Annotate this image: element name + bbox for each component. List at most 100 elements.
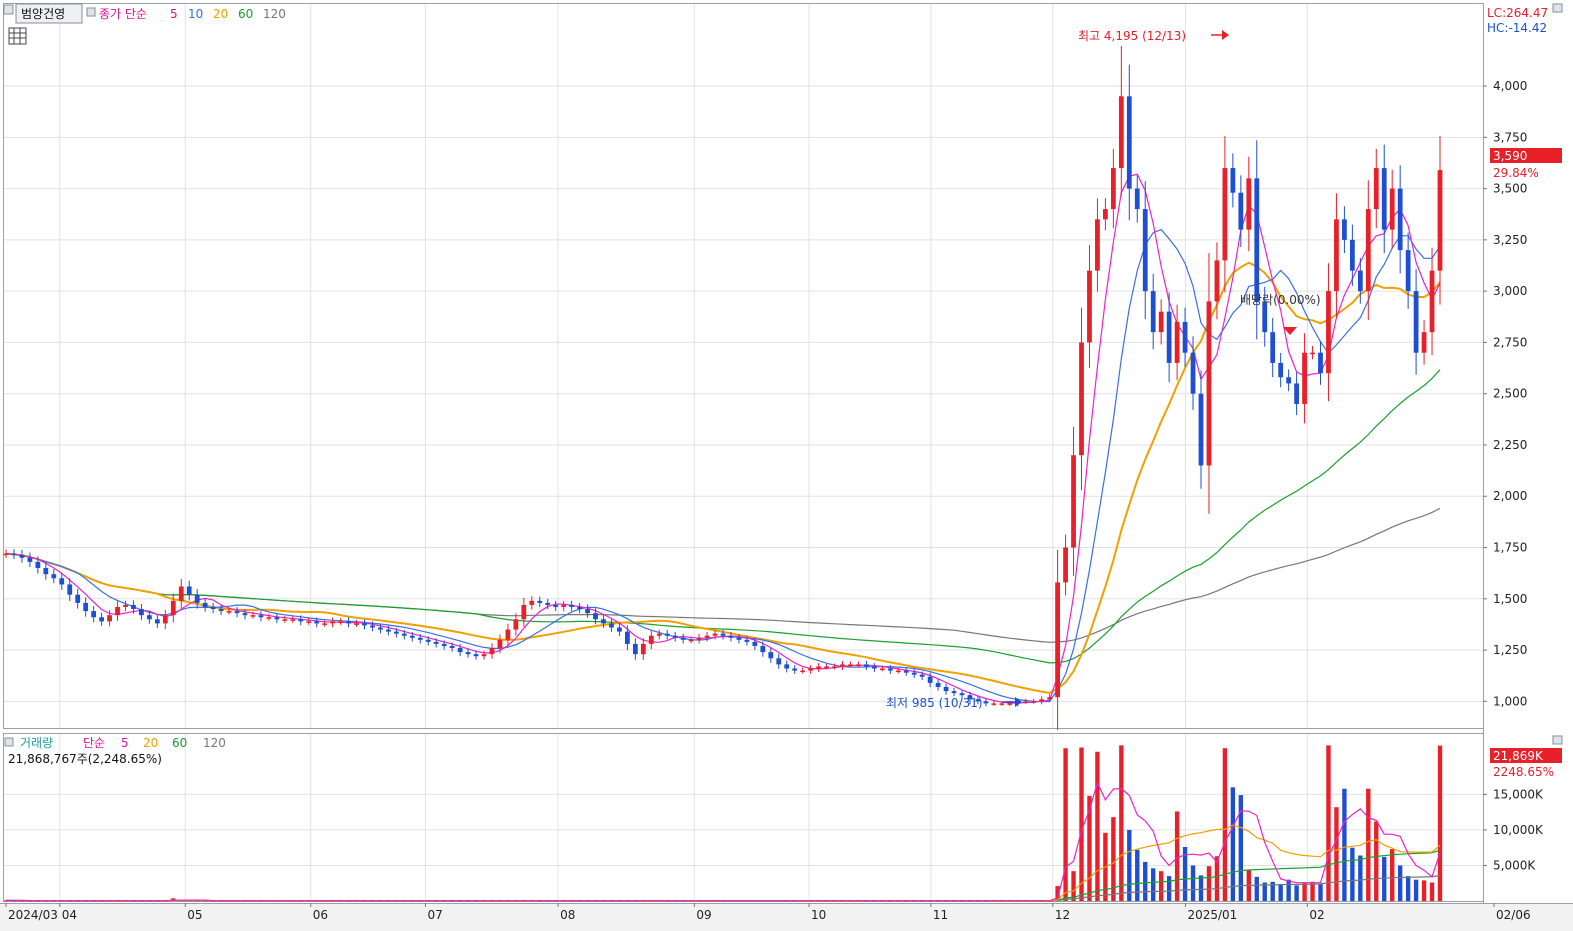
current-price-tag xyxy=(1490,148,1562,163)
volume-bar xyxy=(1063,748,1068,901)
candle-body xyxy=(704,635,710,638)
volume-bar xyxy=(1087,795,1092,901)
volume-toggle-icon[interactable] xyxy=(4,737,14,747)
candle-body xyxy=(617,627,622,632)
candle-body xyxy=(696,637,702,640)
candle-body xyxy=(218,609,224,612)
volume-bar xyxy=(202,900,208,902)
volume-title: 거래량 xyxy=(20,736,53,750)
candle-body xyxy=(314,621,320,624)
candle-body xyxy=(338,621,343,623)
candle-body xyxy=(433,641,439,644)
candle-body xyxy=(720,633,726,636)
candle-body xyxy=(1349,239,1355,271)
candle-body xyxy=(664,633,670,636)
candle-body xyxy=(1198,393,1204,466)
volume-maximize-icon[interactable] xyxy=(1552,735,1563,745)
ma120-legend: 120 xyxy=(263,7,286,21)
candle-body xyxy=(202,602,208,607)
candle-body xyxy=(1023,701,1029,703)
stock-name[interactable]: 범양건영 xyxy=(21,7,65,21)
volume-bar xyxy=(35,900,41,902)
volume-tick-label: 5,000K xyxy=(1493,858,1536,872)
candle-body xyxy=(282,619,288,621)
candle-body xyxy=(728,635,734,638)
candle-body xyxy=(441,643,447,646)
candle-body xyxy=(832,666,837,668)
candle-body xyxy=(330,621,336,624)
candle-body xyxy=(808,668,814,671)
candle-body xyxy=(1182,321,1188,353)
candle-body xyxy=(1110,168,1116,210)
candle-body xyxy=(362,623,367,626)
vol-ma20-legend: 20 xyxy=(143,736,158,750)
x-tick-label: 02/06 xyxy=(1496,908,1531,922)
candle-body xyxy=(1373,168,1379,210)
price-tick-label: 4,000 xyxy=(1493,79,1527,93)
candle-body xyxy=(632,643,638,655)
candle-body xyxy=(425,639,431,642)
candle-body xyxy=(1286,377,1292,384)
volume-tag xyxy=(1490,748,1562,763)
candle-body xyxy=(226,611,232,613)
table-view-icon[interactable] xyxy=(8,27,27,45)
vol-ma5-line xyxy=(5,781,1441,902)
x-tick-label: 07 xyxy=(427,908,442,922)
vol-ma5-legend: 5 xyxy=(121,736,129,750)
candle-body xyxy=(35,561,41,569)
candle-body xyxy=(194,594,200,603)
candle-body xyxy=(1222,168,1228,261)
volume-bar xyxy=(1190,865,1196,901)
candle-body xyxy=(1318,352,1323,374)
volume-bar xyxy=(1429,882,1435,901)
candle-body xyxy=(760,645,766,653)
candle-body xyxy=(1126,96,1132,189)
candle-body xyxy=(951,691,957,694)
candle-body xyxy=(59,578,65,585)
volume-tick-label: 10,000K xyxy=(1493,823,1544,837)
panel-toggle-icon[interactable] xyxy=(3,4,14,15)
ma60-legend: 60 xyxy=(238,7,253,21)
candle-body xyxy=(983,701,989,704)
candle-body xyxy=(1357,270,1363,292)
maximize-icon[interactable] xyxy=(1552,3,1563,13)
candle-body xyxy=(1206,301,1212,466)
candle-body xyxy=(1087,270,1092,343)
candle-body xyxy=(792,668,798,671)
candle-body xyxy=(1039,699,1045,702)
candle-body xyxy=(879,668,885,671)
candle-body xyxy=(115,606,120,616)
volume-bar xyxy=(1095,751,1100,901)
volume-bar xyxy=(1397,865,1403,901)
x-tick-label: 05 xyxy=(187,908,202,922)
candle-body xyxy=(1405,250,1411,292)
candle-body xyxy=(1413,291,1419,353)
candle-body xyxy=(1118,96,1124,169)
candle-body xyxy=(210,606,216,610)
volume-bar xyxy=(1182,846,1188,901)
candle-body xyxy=(19,554,25,558)
candle-body xyxy=(170,600,176,616)
candle-body xyxy=(290,619,296,621)
high-annotation: 최고 4,195 (12/13) xyxy=(1078,29,1186,43)
volume-bar xyxy=(1294,885,1299,901)
candle-body xyxy=(871,666,877,669)
candle-body xyxy=(1397,188,1403,251)
candle-body xyxy=(553,604,559,607)
indicator-toggle-icon[interactable] xyxy=(86,7,96,17)
candle-body xyxy=(848,664,853,666)
candle-body xyxy=(1230,168,1236,193)
stock-name-box[interactable] xyxy=(15,3,83,24)
candle-body xyxy=(1262,301,1268,333)
candle-body xyxy=(1063,547,1068,583)
volume-bar xyxy=(1358,855,1363,901)
volume-bar xyxy=(1262,882,1267,901)
vol-ma120-legend: 120 xyxy=(203,736,226,750)
candle-body xyxy=(234,611,240,614)
price-change: 29.84% xyxy=(1493,166,1539,180)
candle-body xyxy=(346,621,351,624)
candle-body xyxy=(1142,209,1148,292)
low-arrow-icon xyxy=(1003,697,1022,707)
candle-body xyxy=(386,629,391,632)
